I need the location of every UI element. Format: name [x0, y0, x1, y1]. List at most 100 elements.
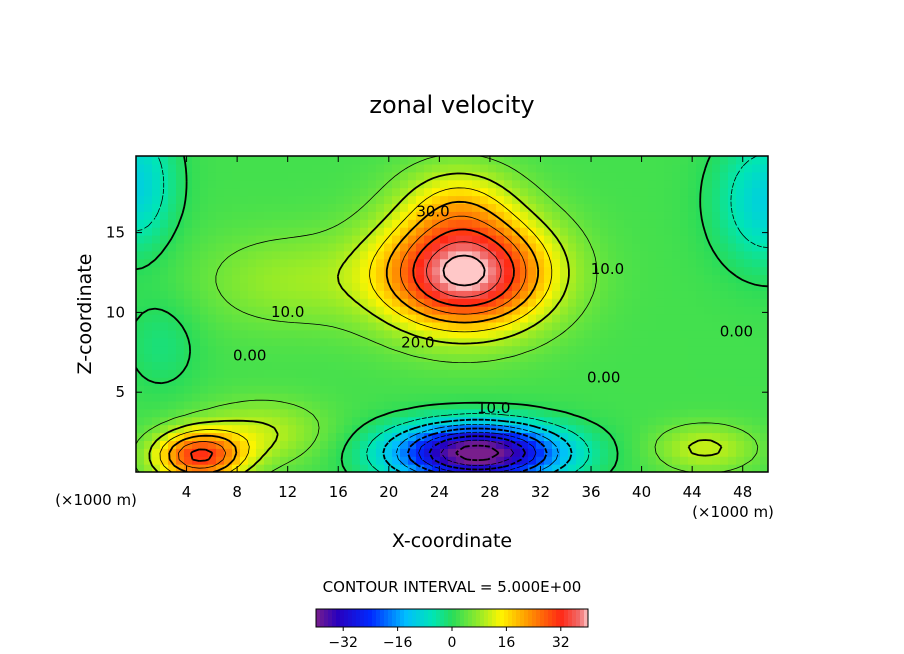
heatmap-cell — [536, 266, 545, 276]
heatmap-cell — [536, 171, 545, 181]
heatmap-cell — [280, 432, 289, 441]
heatmap-cell — [184, 266, 193, 276]
heatmap-cell — [152, 171, 161, 181]
heatmap-cell — [320, 408, 329, 418]
heatmap-cell — [568, 329, 577, 339]
heatmap-cell — [376, 353, 385, 362]
heatmap-cell — [608, 306, 617, 315]
heatmap-cell — [144, 329, 153, 339]
heatmap-cell — [168, 258, 177, 268]
heatmap-cell — [208, 393, 217, 402]
heatmap-cell — [192, 250, 201, 260]
heatmap-cell — [184, 203, 193, 212]
heatmap-cell — [232, 385, 241, 394]
heatmap-cell — [544, 195, 553, 204]
heatmap-cell — [664, 361, 673, 370]
heatmap-cell — [504, 274, 513, 283]
heatmap-cell — [200, 179, 209, 189]
heatmap-cell — [576, 400, 585, 410]
heatmap-cell — [448, 235, 457, 244]
heatmap-cell — [680, 274, 689, 283]
colorbar-tick-label: 32 — [552, 635, 570, 651]
heatmap-cell — [488, 306, 497, 315]
heatmap-cell — [496, 171, 505, 181]
heatmap-cell — [616, 353, 625, 362]
heatmap-cell — [232, 219, 241, 228]
heatmap-cell — [528, 361, 537, 370]
heatmap-cell — [592, 314, 601, 323]
heatmap-cell — [696, 266, 705, 276]
heatmap-cell — [368, 448, 377, 457]
heatmap-cell — [656, 337, 665, 347]
contour-line — [455, 444, 500, 462]
heatmap-cell — [504, 393, 513, 402]
heatmap-cell — [480, 377, 489, 386]
heatmap-cell — [400, 400, 409, 410]
heatmap-cell — [408, 369, 417, 378]
contour-label: 0.00 — [587, 369, 620, 387]
heatmap-cell — [456, 171, 465, 181]
heatmap-cell — [600, 345, 609, 355]
heatmap-cell — [728, 361, 737, 370]
heatmap-cell — [232, 290, 241, 299]
heatmap-cell — [712, 408, 721, 418]
heatmap-cell — [488, 179, 497, 189]
heatmap-cell — [448, 321, 457, 331]
heatmap-cell — [432, 258, 441, 268]
heatmap-cell — [760, 274, 768, 283]
heatmap-cell — [136, 266, 145, 276]
heatmap-cell — [448, 187, 457, 197]
heatmap-cell — [672, 424, 681, 434]
heatmap-cell — [288, 282, 297, 291]
heatmap-cell — [240, 211, 249, 220]
heatmap-cell — [496, 329, 505, 339]
heatmap-cell — [712, 242, 721, 252]
heatmap-cell — [584, 282, 593, 291]
heatmap-cell — [320, 195, 329, 204]
heatmap-cell — [592, 345, 601, 355]
heatmap-cell — [672, 400, 681, 410]
heatmap-cell — [672, 448, 681, 457]
heatmap-cell — [648, 156, 657, 165]
heatmap-cell — [216, 321, 225, 331]
heatmap-cell — [480, 258, 489, 268]
heatmap-cell — [408, 235, 417, 244]
heatmap-cell — [448, 156, 457, 165]
heatmap-cell — [184, 464, 193, 472]
heatmap-cell — [384, 393, 393, 402]
heatmap-cell — [320, 337, 329, 347]
heatmap-cell — [544, 385, 553, 394]
heatmap-cell — [688, 282, 697, 291]
heatmap-cell — [576, 314, 585, 323]
heatmap-cell — [504, 298, 513, 307]
heatmap-cell — [648, 171, 657, 181]
heatmap-cell — [440, 274, 449, 283]
heatmap-cell — [624, 321, 633, 331]
heatmap-cell — [248, 353, 257, 362]
heatmap-cell — [160, 440, 169, 449]
heatmap-cell — [496, 219, 505, 228]
heatmap-cell — [656, 329, 665, 339]
heatmap-cell — [384, 266, 393, 276]
heatmap-cell — [440, 250, 449, 260]
heatmap-cell — [216, 282, 225, 291]
heatmap-cell — [640, 250, 649, 260]
heatmap-cell — [320, 290, 329, 299]
heatmap-cell — [408, 290, 417, 299]
colorbar-cell — [336, 609, 341, 627]
heatmap-cell — [312, 329, 321, 339]
contour-line — [168, 200, 540, 472]
heatmap-cell — [440, 393, 449, 402]
heatmap-cell — [584, 377, 593, 386]
heatmap-cell — [616, 337, 625, 347]
heatmap-cell — [184, 298, 193, 307]
heatmap-cell — [440, 306, 449, 315]
heatmap-cell — [176, 440, 185, 449]
heatmap-cell — [488, 456, 497, 465]
heatmap-cell — [168, 385, 177, 394]
heatmap-cell — [272, 163, 281, 173]
heatmap-cell — [304, 235, 313, 244]
heatmap-cell — [456, 361, 465, 370]
heatmap-cell — [200, 329, 209, 339]
heatmap-cell — [560, 187, 569, 197]
